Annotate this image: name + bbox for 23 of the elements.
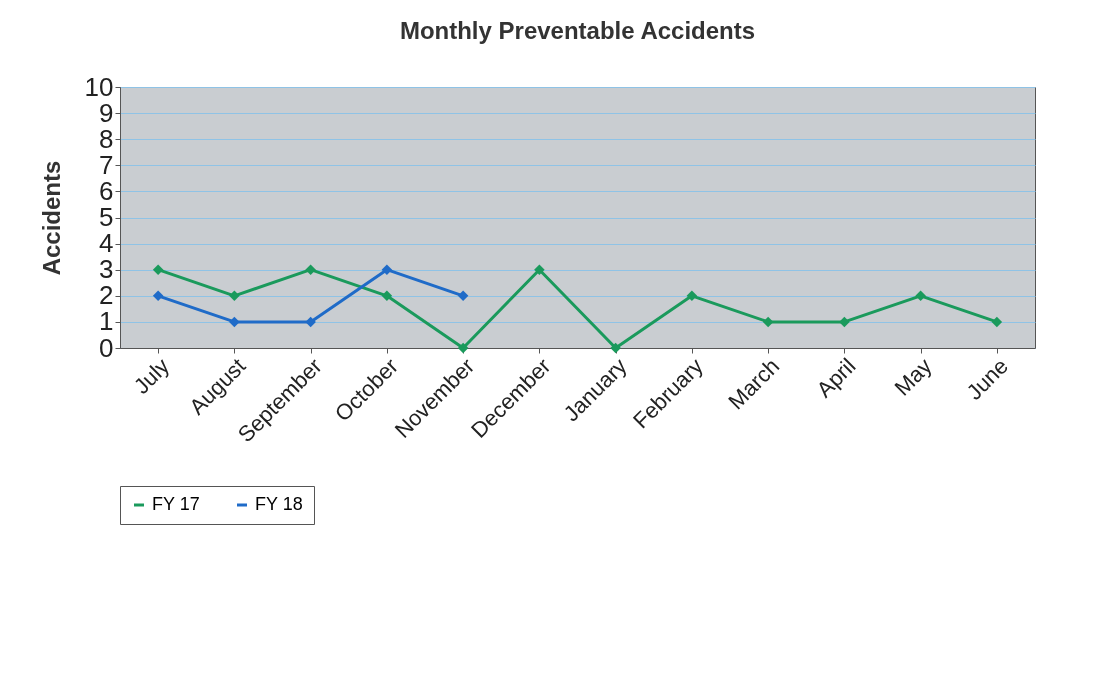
legend-label: FY 18 bbox=[255, 494, 303, 514]
point bbox=[152, 290, 164, 302]
point bbox=[229, 290, 240, 302]
point bbox=[305, 264, 316, 275]
point bbox=[152, 264, 164, 275]
point bbox=[457, 290, 469, 302]
point bbox=[839, 316, 850, 328]
point bbox=[762, 316, 774, 328]
point bbox=[381, 264, 393, 275]
point bbox=[915, 290, 926, 302]
point bbox=[686, 290, 698, 302]
point bbox=[381, 290, 393, 302]
point bbox=[534, 264, 545, 275]
x-tick-label: July bbox=[128, 353, 175, 399]
point bbox=[991, 316, 1003, 328]
point bbox=[457, 342, 469, 354]
x-tick-label: May bbox=[889, 353, 937, 401]
point bbox=[610, 342, 621, 354]
chart-title: Monthly Preventable Accidents bbox=[399, 17, 756, 44]
y-axis-title: Accidents bbox=[37, 160, 65, 276]
point bbox=[229, 316, 240, 328]
legend-label: FY 17 bbox=[152, 494, 200, 514]
point bbox=[305, 316, 316, 328]
